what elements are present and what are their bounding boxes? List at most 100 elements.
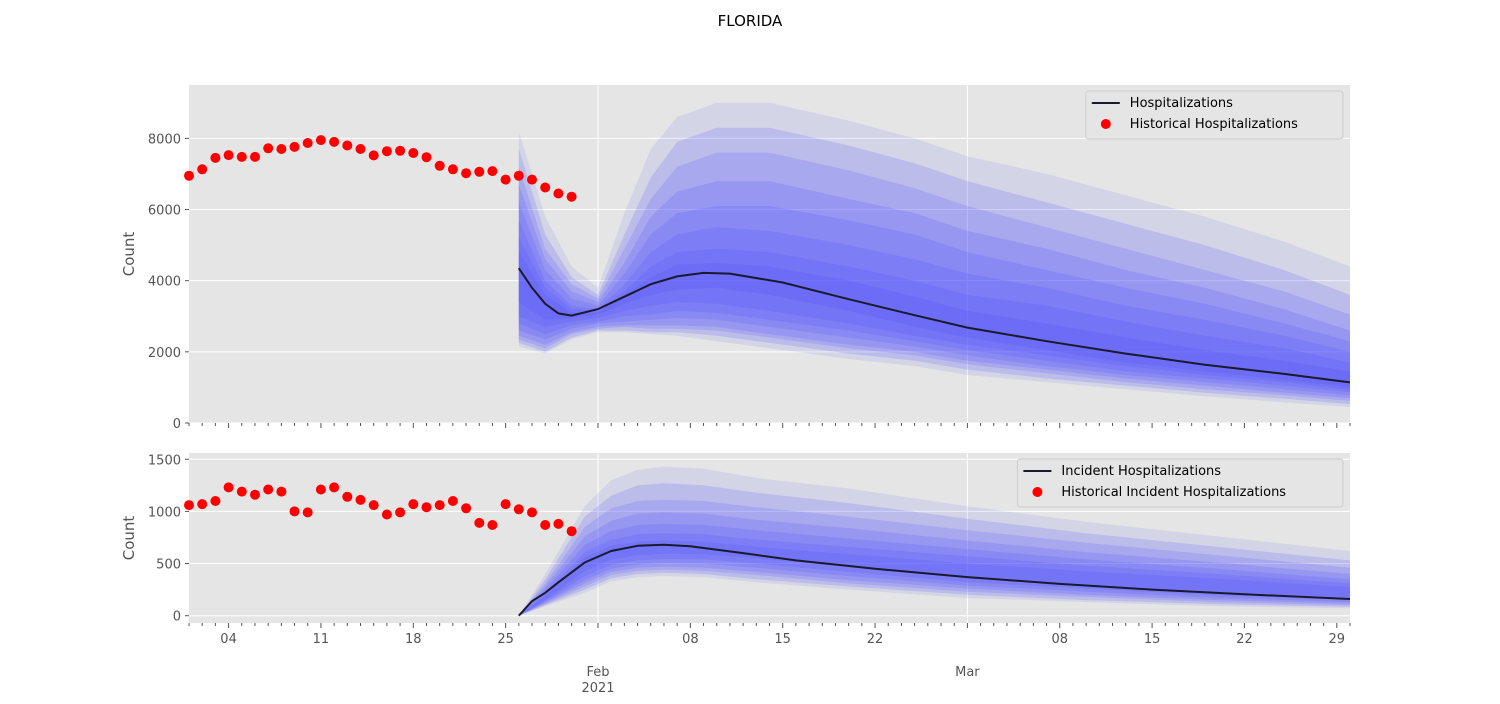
historical-point xyxy=(566,526,577,537)
x-month-label: Feb xyxy=(586,665,609,680)
legend: Hospitalizations Historical Hospitalizati… xyxy=(1085,90,1344,140)
historical-point xyxy=(263,484,274,495)
historical-point xyxy=(500,174,511,185)
historical-point xyxy=(421,152,432,163)
historical-point xyxy=(210,152,221,163)
historical-point xyxy=(263,143,274,154)
y-axis-label: Count xyxy=(120,232,138,277)
x-tick-label: 11 xyxy=(313,632,330,647)
plot-background xyxy=(189,85,1350,423)
x-tick-label: 08 xyxy=(1051,632,1068,647)
historical-point xyxy=(395,507,406,518)
legend-point-swatch xyxy=(1100,119,1111,129)
historical-point xyxy=(566,191,577,202)
y-tick-label: 1000 xyxy=(148,505,181,520)
historical-point xyxy=(302,507,313,518)
historical-point xyxy=(540,182,551,193)
historical-point xyxy=(487,520,498,530)
historical-point xyxy=(421,502,432,513)
figure-title: FLORIDA xyxy=(718,12,783,30)
uncertainty-band xyxy=(518,202,1350,396)
historical-point xyxy=(355,144,366,154)
historical-point xyxy=(381,509,392,520)
uncertainty-band xyxy=(518,220,1350,393)
historical-point xyxy=(250,151,260,162)
historical-point xyxy=(289,141,300,152)
historical-point xyxy=(527,174,537,185)
y-tick-label: 0 xyxy=(173,610,181,625)
historical-point xyxy=(513,170,524,181)
historical-point xyxy=(553,188,564,199)
y-tick-label: 2000 xyxy=(148,346,181,361)
historical-point xyxy=(223,482,234,493)
y-tick-label: 500 xyxy=(156,558,181,573)
y-axis-label: Count xyxy=(120,516,138,561)
legend-point-swatch xyxy=(1032,487,1043,497)
uncertainty-band xyxy=(518,127,1350,405)
incident-hospitalizations-panel: 0 500 1000 1500 Count 04 11 18 25 08 15 22 08 15 22 29 F… xyxy=(120,453,1351,696)
historical-point xyxy=(197,499,208,510)
uncertainty-band xyxy=(518,181,1350,399)
x-tick-label: 22 xyxy=(1236,632,1253,647)
historical-point xyxy=(447,164,458,175)
legend-line-label: Incident Hospitalizations xyxy=(1061,464,1221,479)
legend-point-label: Historical Incident Hospitalizations xyxy=(1061,485,1286,500)
historical-point xyxy=(513,504,524,515)
historical-point xyxy=(236,486,247,497)
historical-point xyxy=(474,517,485,528)
historical-point xyxy=(315,135,326,146)
x-tick-label: 18 xyxy=(405,632,422,647)
uncertainty-band xyxy=(518,466,1350,616)
legend: Incident Hospitalizations Historical Inci… xyxy=(1016,458,1344,508)
historical-point xyxy=(434,160,445,171)
x-tick-label: 15 xyxy=(1144,632,1161,647)
historical-point xyxy=(408,499,419,510)
historical-point xyxy=(553,518,564,529)
uncertainty-band xyxy=(518,238,1350,390)
historical-point xyxy=(276,486,287,497)
historical-point xyxy=(500,499,511,510)
historical-point xyxy=(395,145,406,156)
historical-point xyxy=(342,491,353,502)
y-tick-label: 0 xyxy=(173,417,181,432)
y-tick-label: 4000 xyxy=(148,275,181,290)
x-year-label: 2021 xyxy=(581,681,614,696)
historical-point xyxy=(197,164,208,175)
legend-box xyxy=(1085,90,1344,140)
x-tick-label: 04 xyxy=(220,632,237,647)
historical-point xyxy=(434,500,445,511)
x-tick-label: 22 xyxy=(867,632,884,647)
historical-point xyxy=(342,140,353,151)
x-tick-label: 25 xyxy=(497,632,514,647)
historical-point xyxy=(527,507,537,518)
historical-point xyxy=(368,150,379,161)
legend-box xyxy=(1016,458,1344,508)
historical-point xyxy=(447,496,458,506)
x-tick-label: 08 xyxy=(682,632,699,647)
historical-point xyxy=(461,503,472,514)
x-month-label: Mar xyxy=(955,665,980,680)
uncertainty-band xyxy=(518,483,1350,616)
historical-point xyxy=(408,148,419,158)
historical-point xyxy=(461,168,472,179)
uncertainty-band xyxy=(518,102,1350,408)
historical-point xyxy=(381,146,392,157)
hospitalizations-panel: 0 2000 4000 6000 8000 Count Hospitalizations Hi… xyxy=(120,85,1351,432)
historical-point xyxy=(184,170,194,181)
historical-point xyxy=(302,138,313,148)
y-tick-label: 6000 xyxy=(148,204,181,219)
historical-point xyxy=(540,520,551,530)
uncertainty-band xyxy=(518,499,1350,616)
historical-point xyxy=(210,496,221,506)
historical-point xyxy=(276,144,287,154)
historical-point xyxy=(487,166,498,177)
historical-point xyxy=(329,136,340,147)
uncertainty-band xyxy=(518,523,1350,616)
uncertainty-band xyxy=(518,152,1350,401)
historical-point xyxy=(184,500,194,511)
legend-line-label: Hospitalizations xyxy=(1130,96,1233,111)
historical-point xyxy=(236,151,247,162)
y-tick-label: 1500 xyxy=(148,453,181,468)
historical-point xyxy=(368,500,379,511)
